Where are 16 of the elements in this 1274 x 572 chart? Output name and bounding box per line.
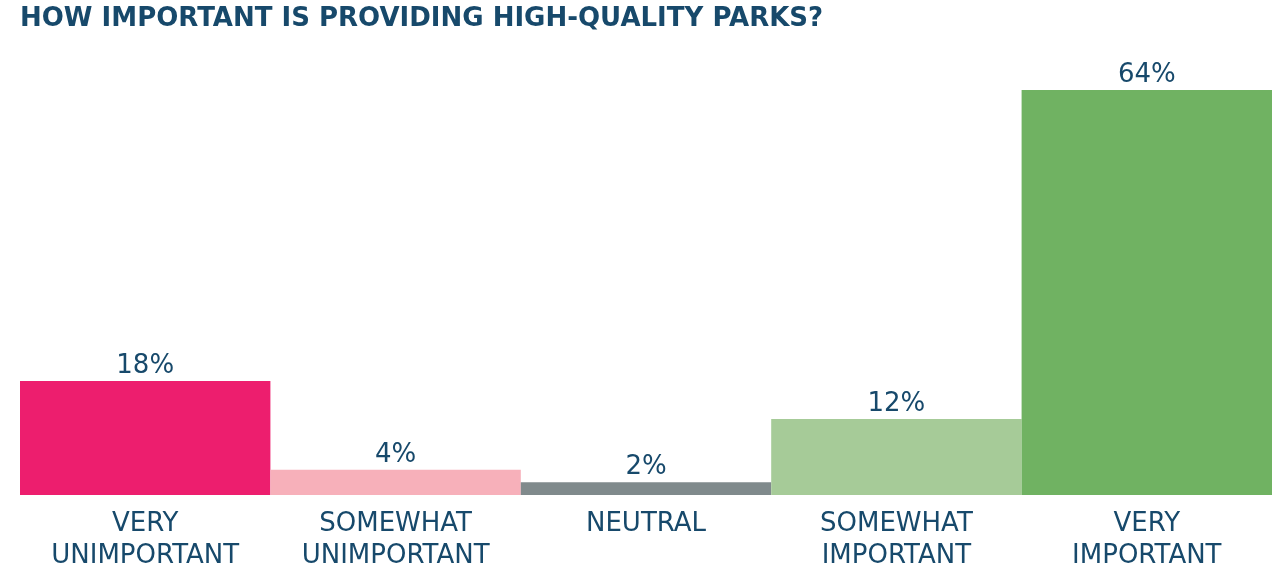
bar (20, 381, 271, 495)
data-label: 12% (867, 387, 926, 418)
data-label: 64% (1117, 58, 1176, 88)
data-label: 4% (374, 437, 417, 468)
x-tick-label: SOMEWHAT UNIMPORTANT (301, 506, 490, 569)
bar (1021, 90, 1272, 495)
x-tick-label: VERY UNIMPORTANT (51, 506, 240, 569)
bar (520, 482, 772, 495)
data-label: 2% (625, 450, 667, 481)
chart-title: HOW IMPORTANT IS PROVIDING HIGH-QUALITY PARKS? (20, 2, 824, 32)
data-label: 18% (116, 349, 175, 380)
x-tick-label: SOMEWHAT IMPORTANT (820, 506, 973, 569)
bar (771, 419, 1022, 495)
bar (270, 469, 521, 495)
x-tick-label: VERY IMPORTANT (1072, 506, 1222, 569)
x-tick-label: NEUTRAL (585, 506, 707, 537)
